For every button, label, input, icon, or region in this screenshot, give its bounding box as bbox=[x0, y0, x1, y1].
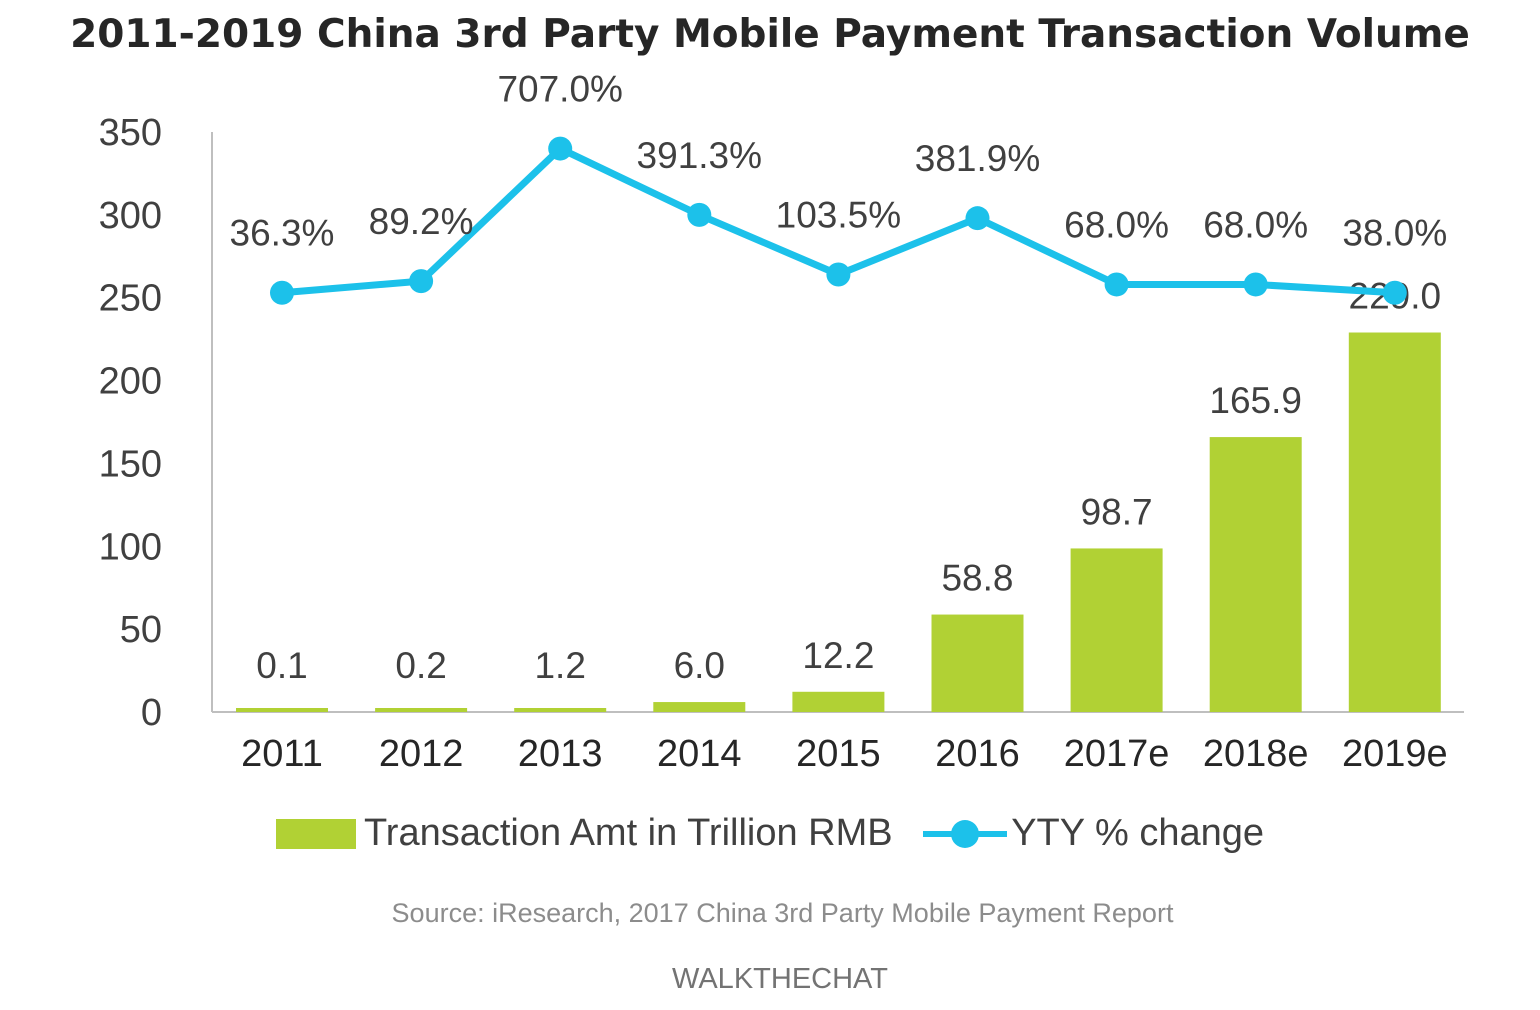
y-tick-label: 250 bbox=[99, 278, 162, 320]
bar-data-label: 12.2 bbox=[802, 635, 874, 676]
y-tick-label: 50 bbox=[120, 609, 162, 651]
x-tick-label: 2014 bbox=[657, 733, 742, 775]
line-data-label: 707.0% bbox=[497, 69, 623, 110]
bar bbox=[514, 708, 607, 712]
bar bbox=[931, 614, 1024, 712]
line-data-label: 38.0% bbox=[1342, 213, 1447, 254]
legend: Transaction Amt in Trillion RMB YTY % ch… bbox=[0, 812, 1540, 859]
line-data-labels: 36.3% 89.2% 707.0% 391.3% 103.5% 381.9% 68.0% 6… bbox=[230, 69, 1448, 254]
bar bbox=[653, 702, 746, 712]
bar-data-label: 165.9 bbox=[1209, 380, 1302, 421]
chart-title: 2011-2019 China 3rd Party Mobile Payment… bbox=[70, 12, 1470, 57]
bar-series bbox=[236, 332, 1441, 712]
y-tick-label: 200 bbox=[99, 361, 162, 403]
line-data-label: 68.0% bbox=[1064, 204, 1169, 245]
x-tick-label: 2016 bbox=[935, 733, 1020, 775]
bar bbox=[1209, 437, 1302, 712]
bar bbox=[375, 708, 468, 712]
y-tick-label: 150 bbox=[99, 443, 162, 485]
line-data-label: 391.3% bbox=[637, 135, 763, 176]
line-point bbox=[1104, 272, 1129, 297]
line-data-label: 36.3% bbox=[230, 213, 335, 254]
x-tick-label: 2019e bbox=[1342, 733, 1448, 775]
y-tick-label: 300 bbox=[99, 195, 162, 237]
line-point bbox=[270, 280, 294, 305]
line-series bbox=[270, 136, 1407, 305]
line-data-label: 103.5% bbox=[776, 195, 902, 236]
line-data-label: 381.9% bbox=[915, 138, 1041, 179]
x-tick-label: 2018e bbox=[1203, 733, 1309, 775]
bar-data-label: 0.1 bbox=[256, 645, 307, 686]
bar-data-label: 6.0 bbox=[674, 645, 725, 686]
line-point bbox=[409, 269, 434, 294]
bar bbox=[236, 708, 328, 712]
y-axis: 350 300 250 200 150 100 50 0 bbox=[99, 112, 213, 734]
x-tick-label: 2013 bbox=[518, 733, 603, 775]
x-tick-label: 2015 bbox=[796, 733, 881, 775]
line-point bbox=[687, 202, 712, 227]
legend-item-line: YTY % change bbox=[923, 812, 1264, 855]
x-tick-label: 2017e bbox=[1064, 733, 1170, 775]
bar bbox=[792, 691, 885, 712]
y-tick-label: 0 bbox=[141, 692, 162, 734]
line-point bbox=[1382, 280, 1407, 305]
legend-label-line: YTY % change bbox=[1011, 812, 1264, 854]
legend-line-marker bbox=[951, 819, 980, 848]
line-point bbox=[965, 206, 990, 231]
x-axis: 2011 2012 2013 2014 2015 2016 2017e 2018e 2019e bbox=[212, 711, 1464, 775]
bar-data-label: 98.7 bbox=[1081, 491, 1153, 532]
legend-item-bar: Transaction Amt in Trillion RMB bbox=[275, 812, 893, 855]
bar-data-label: 58.8 bbox=[941, 558, 1013, 599]
line-point bbox=[1243, 272, 1268, 297]
bar-data-label: 0.2 bbox=[395, 645, 446, 686]
line-data-label: 68.0% bbox=[1203, 204, 1308, 245]
source-note: Source: iResearch, 2017 China 3rd Party … bbox=[391, 898, 1174, 928]
x-tick-label: 2011 bbox=[241, 733, 323, 775]
y-tick-label: 350 bbox=[99, 112, 162, 154]
line-point bbox=[548, 136, 573, 161]
bar-data-label: 1.2 bbox=[534, 645, 585, 686]
line-point bbox=[826, 262, 851, 287]
legend-label-bar: Transaction Amt in Trillion RMB bbox=[363, 812, 893, 854]
bar bbox=[1348, 332, 1441, 712]
legend-bar-swatch bbox=[275, 818, 356, 849]
legend-line-swatch bbox=[923, 819, 1008, 849]
y-tick-label: 100 bbox=[99, 526, 162, 568]
brand-label: WALKTHECHAT bbox=[672, 963, 888, 995]
x-tick-label: 2012 bbox=[379, 733, 464, 775]
line-data-label: 89.2% bbox=[369, 201, 474, 242]
bar bbox=[1070, 548, 1163, 712]
